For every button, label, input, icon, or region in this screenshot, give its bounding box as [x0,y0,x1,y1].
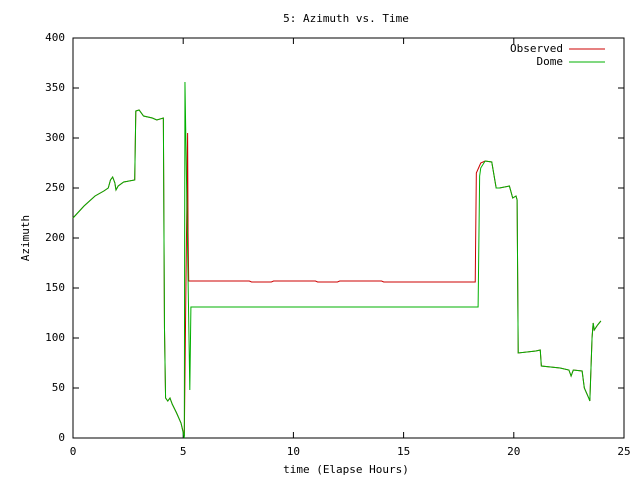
y-tick-label: 0 [58,431,65,444]
data-line [72,81,602,439]
y-tick-label: 300 [45,131,65,144]
data-line [72,109,602,437]
plot-frame [72,37,625,439]
x-axis-label: time (Elapse Hours) [283,463,409,476]
y-tick-label: 350 [45,81,65,94]
y-axis-label: Azimuth [19,215,32,261]
y-tick-label: 250 [45,181,65,194]
legend-label: Dome [537,55,564,68]
legend-label: Observed [510,42,563,55]
x-tick-label: 0 [70,445,77,458]
x-tick-label: 20 [507,445,520,458]
x-tick-label: 5 [180,445,187,458]
y-tick-label: 400 [45,31,65,44]
chart-title: 5: Azimuth vs. Time [283,12,409,25]
y-tick-label: 50 [52,381,65,394]
x-tick-label: 10 [287,445,300,458]
x-tick-label: 15 [397,445,410,458]
y-tick-label: 200 [45,231,65,244]
x-tick-label: 25 [617,445,630,458]
y-tick-label: 150 [45,281,65,294]
y-tick-label: 100 [45,331,65,344]
